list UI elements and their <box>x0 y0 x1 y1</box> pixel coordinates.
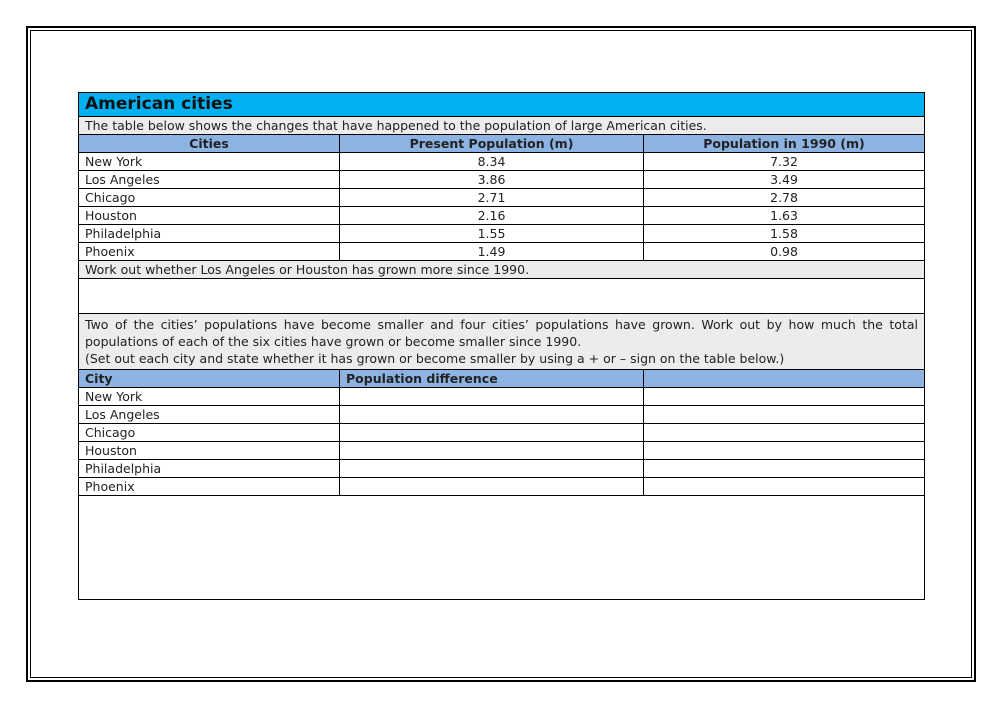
blank-cell[interactable] <box>643 459 925 478</box>
page-border-outer <box>26 26 976 682</box>
city-name: New York <box>78 152 340 171</box>
blank-cell[interactable] <box>643 423 925 442</box>
city-name: Philadelphia <box>78 459 340 478</box>
table-row: Houston 2.16 1.63 <box>78 206 925 225</box>
pop-1990: 3.49 <box>643 170 925 189</box>
question-1: Work out whether Los Angeles or Houston … <box>78 260 925 279</box>
table-row: Phoenix 1.49 0.98 <box>78 242 925 261</box>
blank-cell[interactable] <box>643 387 925 406</box>
difference-cell[interactable] <box>339 387 644 406</box>
blank-cell[interactable] <box>643 441 925 460</box>
table-row: Chicago <box>78 423 925 442</box>
city-name: Houston <box>78 206 340 225</box>
col-header-difference: Population difference <box>339 369 644 388</box>
present-pop: 1.55 <box>339 224 644 243</box>
difference-cell[interactable] <box>339 405 644 424</box>
city-name: Los Angeles <box>78 405 340 424</box>
col-header-blank <box>643 369 925 388</box>
blank-cell[interactable] <box>643 405 925 424</box>
present-pop: 1.49 <box>339 242 644 261</box>
pop-1990: 0.98 <box>643 242 925 261</box>
city-name: Houston <box>78 441 340 460</box>
difference-cell[interactable] <box>339 477 644 496</box>
table-row: Phoenix <box>78 477 925 496</box>
question-2-note: (Set out each city and state whether it … <box>85 351 785 366</box>
pop-1990: 2.78 <box>643 188 925 207</box>
difference-cell[interactable] <box>339 441 644 460</box>
col-header-1990: Population in 1990 (m) <box>643 134 925 153</box>
intro-text: The table below shows the changes that h… <box>78 116 925 135</box>
question-2: Two of the cities’ populations have beco… <box>78 313 925 370</box>
pop-1990: 7.32 <box>643 152 925 171</box>
blank-cell[interactable] <box>643 477 925 496</box>
table-row: Chicago 2.71 2.78 <box>78 188 925 207</box>
present-pop: 2.16 <box>339 206 644 225</box>
table-row: New York 8.34 7.32 <box>78 152 925 171</box>
city-name: Chicago <box>78 423 340 442</box>
present-pop: 8.34 <box>339 152 644 171</box>
difference-cell[interactable] <box>339 423 644 442</box>
pop-1990: 1.63 <box>643 206 925 225</box>
city-name: Los Angeles <box>78 170 340 189</box>
difference-cell[interactable] <box>339 459 644 478</box>
pop-1990: 1.58 <box>643 224 925 243</box>
city-name: Chicago <box>78 188 340 207</box>
col-header-cities: Cities <box>78 134 340 153</box>
present-pop: 3.86 <box>339 170 644 189</box>
table-row: Philadelphia 1.55 1.58 <box>78 224 925 243</box>
city-name: New York <box>78 387 340 406</box>
table-row: Los Angeles 3.86 3.49 <box>78 170 925 189</box>
worksheet-table: American cities The table below shows th… <box>78 92 925 600</box>
col-header-city: City <box>78 369 340 388</box>
worksheet-title: American cities <box>78 92 925 117</box>
city-name: Phoenix <box>78 477 340 496</box>
table-row: Philadelphia <box>78 459 925 478</box>
present-pop: 2.71 <box>339 188 644 207</box>
city-name: Philadelphia <box>78 224 340 243</box>
col-header-present: Present Population (m) <box>339 134 644 153</box>
answer-1-area[interactable] <box>78 278 925 314</box>
table-row: Los Angeles <box>78 405 925 424</box>
question-2-text: Two of the cities’ populations have beco… <box>85 317 918 349</box>
city-name: Phoenix <box>78 242 340 261</box>
page-border-inner <box>30 30 972 678</box>
answer-2-area[interactable] <box>78 495 925 600</box>
table-row: New York <box>78 387 925 406</box>
table-row: Houston <box>78 441 925 460</box>
